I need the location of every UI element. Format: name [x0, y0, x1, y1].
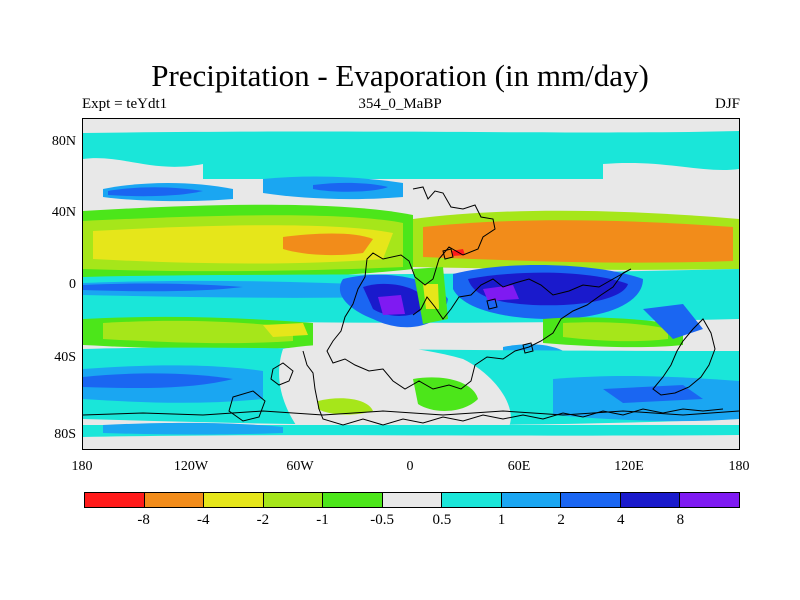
coastline-outlines — [83, 186, 739, 426]
south-east-dark — [643, 304, 703, 339]
map-plot-area — [82, 118, 740, 450]
arctic-neutral-left — [83, 158, 203, 181]
lat-label-80s: 80S — [54, 427, 76, 442]
time-label: 354_0_MaBP — [358, 96, 442, 112]
colorbar-cell-2 — [204, 493, 264, 507]
arabia-yellow — [423, 284, 439, 309]
colorbar-cell-1 — [144, 493, 205, 507]
southern-fringe — [83, 410, 739, 416]
lon-label-120w: 120W — [173, 459, 209, 474]
colorbar-cell-4 — [323, 493, 383, 507]
lon-label-180w: 180 — [71, 459, 93, 474]
arctic-neutral-strip — [83, 119, 739, 133]
subtropic-orange-west — [283, 233, 373, 256]
southern-dark-track — [83, 373, 233, 389]
colorbar — [84, 492, 740, 508]
lat-label-eq: 0 — [69, 277, 76, 292]
lon-label-0: 0 — [406, 459, 414, 474]
lon-label-60w: 60W — [286, 459, 314, 474]
colorbar-label: -2 — [256, 512, 270, 528]
chart-title: Precipitation - Evaporation (in mm/day) — [151, 58, 649, 93]
colorbar-cell-3 — [263, 493, 324, 507]
gondwana-coast — [302, 350, 724, 426]
experiment-label: Expt = teYdt1 — [82, 96, 168, 112]
colorbar-label: 1 — [497, 512, 506, 528]
arctic-neutral-right — [603, 162, 739, 194]
colorbar-label: 8 — [676, 512, 685, 528]
colorbar-cell-9 — [620, 493, 681, 507]
small-islands — [442, 248, 534, 354]
laurasia-coast — [326, 186, 632, 390]
southern-dark-east — [603, 385, 703, 403]
colorbar-cell-0 — [85, 493, 145, 507]
polar-green — [413, 377, 478, 411]
colorbar-cell-7 — [501, 493, 562, 507]
gondwana-purple — [378, 295, 405, 315]
lat-label-80n: 80N — [51, 134, 76, 149]
southwest-landmass — [228, 390, 266, 422]
south-yellowgreen-west — [103, 320, 293, 344]
colorbar-label: -4 — [197, 512, 210, 528]
colorbar-label: 0.5 — [432, 512, 452, 528]
colorbar-label: 4 — [616, 512, 625, 528]
tethys-orange-core — [423, 220, 733, 263]
colorbar-label: -8 — [137, 512, 150, 528]
lon-label-120e: 120E — [614, 459, 644, 474]
south-yellow-west — [263, 323, 308, 337]
lat-label-40s: 40S — [54, 350, 76, 365]
polar-yellowgreen — [318, 398, 373, 415]
south-pole-neutral — [83, 435, 739, 449]
west-island-coast — [270, 362, 294, 386]
south-yellowgreen-east — [563, 322, 668, 342]
colorbar-cell-10 — [680, 493, 740, 507]
colorbar-cell-8 — [561, 493, 621, 507]
colorbar-label: 2 — [557, 512, 565, 528]
colorbar-cell-6 — [442, 493, 502, 507]
colorbar-label: -0.5 — [370, 512, 395, 528]
colorbar-cell-5 — [382, 493, 443, 507]
lon-label-60e: 60E — [507, 459, 531, 474]
lon-label-180e: 180 — [728, 459, 750, 474]
lat-label-40n: 40N — [51, 205, 76, 220]
east-purple-patch — [483, 285, 519, 301]
equatorial-dark-west — [83, 283, 243, 292]
north-atlantic-dark — [313, 182, 388, 192]
east-gondwana-coast — [652, 318, 716, 396]
colorbar-label: -1 — [316, 512, 329, 528]
south-pole-blue — [103, 422, 283, 435]
north-pacific-dark — [108, 187, 203, 197]
season-label: DJF — [714, 96, 740, 112]
precip-evap-map — [83, 119, 739, 449]
